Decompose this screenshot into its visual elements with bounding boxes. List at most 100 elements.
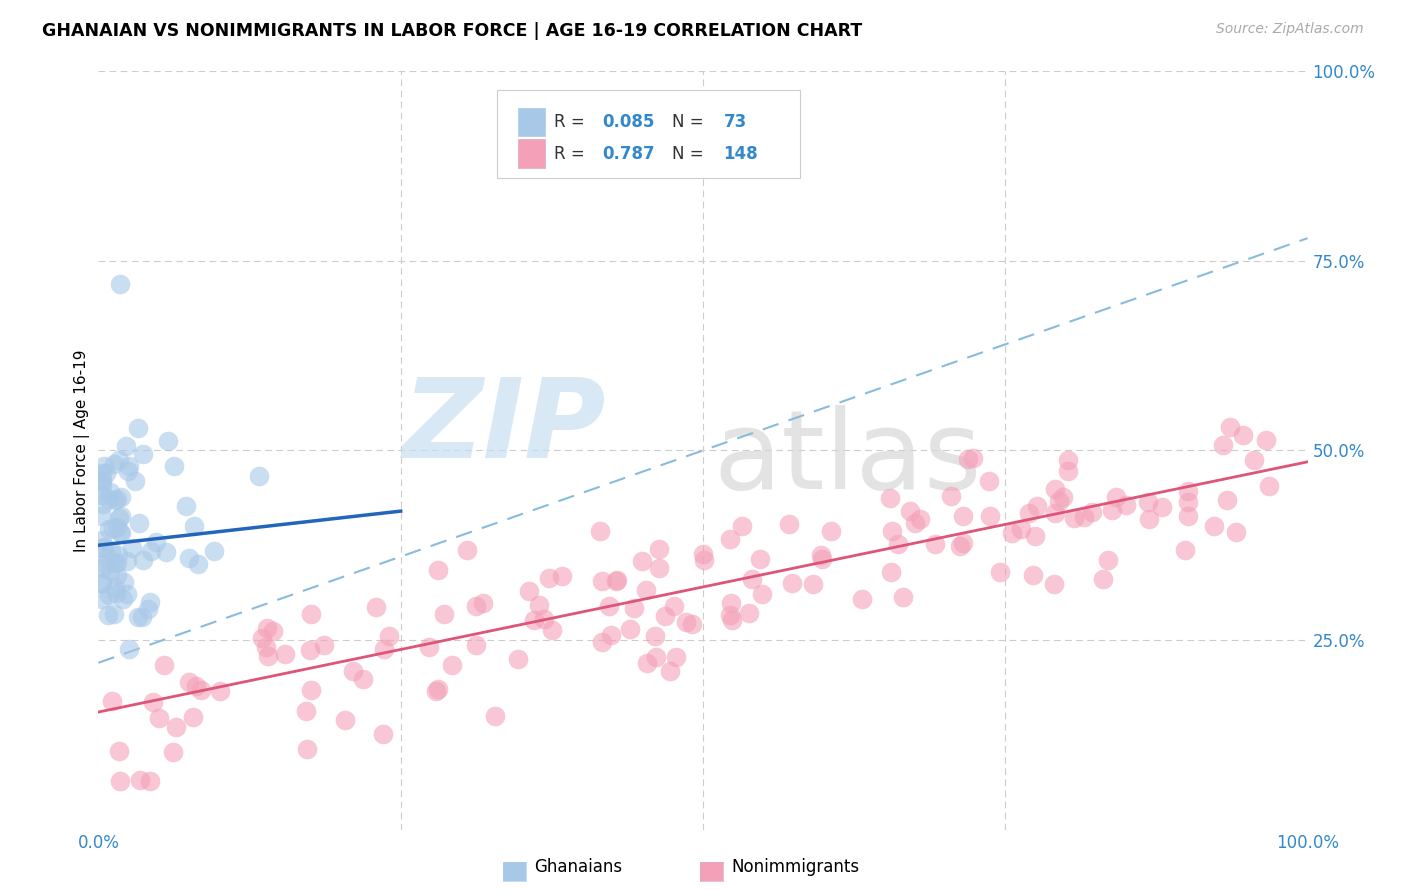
Point	[148, 711, 170, 725]
Point	[648, 560, 671, 574]
Point	[924, 537, 946, 551]
Point	[157, 434, 180, 448]
Point	[101, 521, 124, 535]
Point	[718, 608, 741, 623]
Point	[456, 542, 478, 557]
Point	[1063, 511, 1085, 525]
Point	[654, 609, 676, 624]
Point	[693, 553, 716, 567]
Point	[851, 591, 873, 606]
Point	[110, 490, 132, 504]
Text: atlas: atlas	[714, 405, 983, 511]
Point	[105, 556, 128, 570]
Point	[1097, 553, 1119, 567]
Point	[591, 635, 613, 649]
Point	[254, 640, 277, 654]
Point	[636, 657, 658, 671]
Point	[551, 569, 574, 583]
Point	[187, 557, 209, 571]
Point	[104, 493, 127, 508]
FancyBboxPatch shape	[517, 108, 544, 136]
Point	[91, 557, 114, 571]
Point	[1021, 567, 1043, 582]
Point	[163, 459, 186, 474]
Point	[648, 541, 671, 556]
Point	[142, 695, 165, 709]
Point	[138, 595, 160, 609]
Point	[1212, 438, 1234, 452]
Point	[378, 629, 401, 643]
Point	[1177, 494, 1199, 508]
Point	[91, 478, 114, 492]
Text: R =: R =	[554, 113, 591, 131]
Point	[778, 516, 800, 531]
Point	[589, 524, 612, 538]
Point	[644, 629, 666, 643]
Point	[128, 516, 150, 531]
Point	[591, 574, 613, 589]
Point	[184, 680, 207, 694]
Point	[820, 524, 842, 538]
Point	[465, 638, 488, 652]
Point	[107, 548, 129, 562]
Point	[664, 599, 686, 613]
Point	[202, 544, 225, 558]
Point	[115, 554, 138, 568]
Point	[1105, 490, 1128, 504]
Point	[1001, 525, 1024, 540]
Point	[1081, 505, 1104, 519]
Point	[645, 649, 668, 664]
Point	[91, 576, 114, 591]
Text: Nonimmigrants: Nonimmigrants	[731, 858, 859, 876]
Point	[598, 599, 620, 613]
Point	[91, 533, 114, 548]
Point	[962, 451, 984, 466]
Point	[91, 509, 114, 524]
Point	[692, 548, 714, 562]
Point	[103, 607, 125, 621]
Point	[97, 588, 120, 602]
Point	[600, 628, 623, 642]
Point	[681, 616, 703, 631]
Text: GHANAIAN VS NONIMMIGRANTS IN LABOR FORCE | AGE 16-19 CORRELATION CHART: GHANAIAN VS NONIMMIGRANTS IN LABOR FORCE…	[42, 22, 862, 40]
Point	[506, 652, 529, 666]
Point	[887, 537, 910, 551]
Point	[1047, 493, 1070, 508]
Text: 0.787: 0.787	[603, 145, 655, 163]
Point	[105, 520, 128, 534]
Point	[139, 544, 162, 558]
Point	[1225, 525, 1247, 540]
Point	[112, 574, 135, 589]
Point	[97, 522, 120, 536]
Point	[110, 525, 132, 540]
Point	[97, 608, 120, 623]
Point	[256, 621, 278, 635]
Point	[118, 641, 141, 656]
Point	[131, 610, 153, 624]
Point	[129, 772, 152, 787]
Point	[1202, 519, 1225, 533]
Point	[979, 509, 1001, 524]
Point	[105, 586, 128, 600]
Point	[93, 540, 115, 554]
Point	[952, 535, 974, 549]
Point	[94, 467, 117, 481]
Point	[91, 474, 114, 488]
Text: Ghanaians: Ghanaians	[534, 858, 623, 876]
Point	[115, 587, 138, 601]
Point	[105, 491, 128, 506]
Point	[1043, 506, 1066, 520]
Point	[98, 492, 121, 507]
Point	[1092, 572, 1115, 586]
Point	[91, 473, 114, 487]
Point	[333, 713, 356, 727]
Point	[433, 607, 456, 622]
Point	[104, 556, 127, 570]
Point	[619, 622, 641, 636]
Point	[751, 587, 773, 601]
Text: R =: R =	[554, 145, 591, 163]
Point	[1056, 464, 1078, 478]
Point	[418, 640, 440, 654]
Point	[262, 624, 284, 638]
Point	[630, 553, 652, 567]
